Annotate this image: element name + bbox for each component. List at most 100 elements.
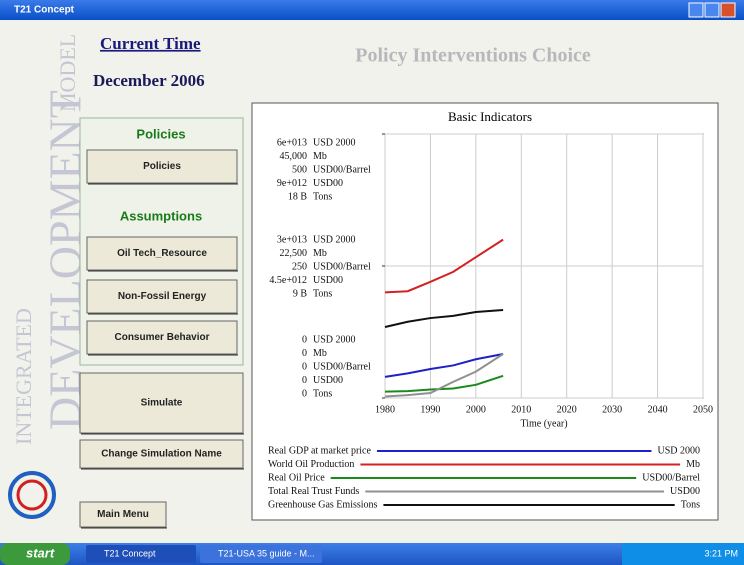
series-line (384, 353, 504, 378)
legend-unit: USD00/Barrel (642, 472, 700, 483)
y-tick-unit: USD00/Barrel (313, 164, 371, 175)
current-time: December 2006 (93, 71, 205, 90)
y-tick-label: 6e+013 (277, 137, 307, 148)
legend-name: Total Real Trust Funds (268, 486, 359, 497)
maximize[interactable] (704, 2, 720, 18)
y-tick-unit: Tons (313, 289, 332, 300)
y-tick-label: 0 (302, 348, 307, 359)
logo (8, 471, 56, 519)
y-tick-label: 0 (302, 375, 307, 386)
y-tick-unit: USD00 (313, 178, 343, 189)
close[interactable] (720, 2, 736, 18)
task-button[interactable] (86, 545, 196, 563)
button-label: Policies (143, 161, 181, 172)
y-tick-unit: Mb (313, 348, 327, 359)
y-tick-label: 9e+012 (277, 178, 307, 189)
button[interactable]: Main Menu (79, 501, 167, 529)
button-face (86, 279, 238, 314)
legend-unit: USD00 (670, 486, 700, 497)
task-button[interactable] (200, 545, 322, 563)
minimize[interactable] (688, 2, 704, 18)
y-tick-label: 4.5e+012 (269, 275, 307, 286)
y-tick-label: 9 B (293, 289, 308, 300)
y-tick-label: 22,500 (280, 248, 308, 259)
window-title: T21 Concept (14, 5, 75, 16)
button-label: Main Menu (97, 509, 149, 520)
legend-name: World Oil Production (268, 459, 354, 470)
section-title: Policy Interventions Choice (355, 45, 591, 67)
start-label: start (26, 545, 55, 560)
button-face (79, 501, 167, 528)
button-label: Non-Fossil Energy (118, 291, 207, 302)
legend-name: Real Oil Price (268, 472, 325, 483)
y-tick-label: 45,000 (280, 151, 308, 162)
y-tick-unit: Mb (313, 248, 327, 259)
button-label: Oil Tech_Resource (117, 248, 207, 259)
task-label: T21-USA 35 guide - M... (218, 548, 315, 558)
y-tick-unit: USD00 (313, 375, 343, 386)
legend-unit: Mb (686, 459, 700, 470)
clock: 3:21 PM (704, 548, 738, 558)
y-tick-label: 18 B (288, 192, 308, 203)
assumptions-heading: Assumptions (120, 208, 202, 223)
button-label: Simulate (141, 398, 183, 409)
task-label: T21 Concept (104, 548, 156, 558)
y-tick-unit: USD00/Barrel (313, 361, 371, 372)
y-tick-label: 500 (292, 164, 307, 175)
y-tick-unit: Tons (313, 192, 332, 203)
y-tick-unit: Tons (313, 389, 332, 400)
legend-unit: Tons (681, 499, 700, 510)
start-button[interactable] (0, 543, 70, 565)
button-face (86, 149, 238, 184)
y-tick-unit: USD00 (313, 275, 343, 286)
x-tick-label: 2050 (693, 404, 713, 415)
y-tick-unit: Mb (313, 151, 327, 162)
series-line (384, 353, 504, 398)
current-time-label: Current Time (100, 34, 201, 53)
x-tick-label: 2040 (648, 404, 668, 415)
legend-unit: USD 2000 (657, 445, 700, 456)
button[interactable]: Oil Tech_Resource (86, 236, 238, 272)
logo-ring (8, 471, 56, 519)
button[interactable]: Consumer Behavior (86, 320, 238, 356)
x-axis-label: Time (year) (520, 418, 567, 429)
button[interactable]: Non-Fossil Energy (86, 279, 238, 315)
button[interactable]: Change Simulation Name (79, 439, 244, 470)
chart-title: Basic Indicators (448, 109, 532, 124)
title-bar (0, 0, 744, 20)
x-tick-label: 2030 (602, 404, 622, 415)
button-face (79, 439, 244, 469)
series-line (384, 238, 504, 294)
brand-model: MODEL (55, 34, 80, 112)
x-tick-label: 1980 (375, 404, 395, 415)
button[interactable]: Policies (86, 149, 238, 185)
y-tick-label: 3e+013 (277, 234, 307, 245)
y-tick-unit: USD 2000 (313, 234, 356, 245)
y-tick-label: 250 (292, 261, 307, 272)
y-tick-unit: USD00/Barrel (313, 261, 371, 272)
policies-heading: Policies (136, 126, 185, 141)
series-line (384, 374, 504, 393)
y-tick-unit: USD 2000 (313, 137, 356, 148)
button-label: Change Simulation Name (101, 449, 222, 460)
y-tick-label: 0 (302, 361, 307, 372)
button-face (86, 236, 238, 271)
button[interactable]: Simulate (79, 372, 244, 435)
brand-integrated: INTEGRATED (11, 308, 36, 445)
logo-inner (16, 479, 48, 511)
y-tick-label: 0 (302, 389, 307, 400)
button-face (86, 320, 238, 355)
x-tick-label: 2000 (466, 404, 486, 415)
y-tick-label: 0 (302, 334, 307, 345)
legend-name: Real GDP at market price (268, 445, 371, 456)
button-face (79, 372, 244, 434)
x-tick-label: 2020 (557, 404, 577, 415)
button-label: Consumer Behavior (114, 332, 209, 343)
x-tick-label: 2010 (511, 404, 531, 415)
y-tick-unit: USD 2000 (313, 334, 356, 345)
series-line (384, 309, 504, 328)
tray (622, 543, 744, 565)
legend-name: Greenhouse Gas Emissions (268, 499, 378, 510)
x-tick-label: 1990 (420, 404, 440, 415)
